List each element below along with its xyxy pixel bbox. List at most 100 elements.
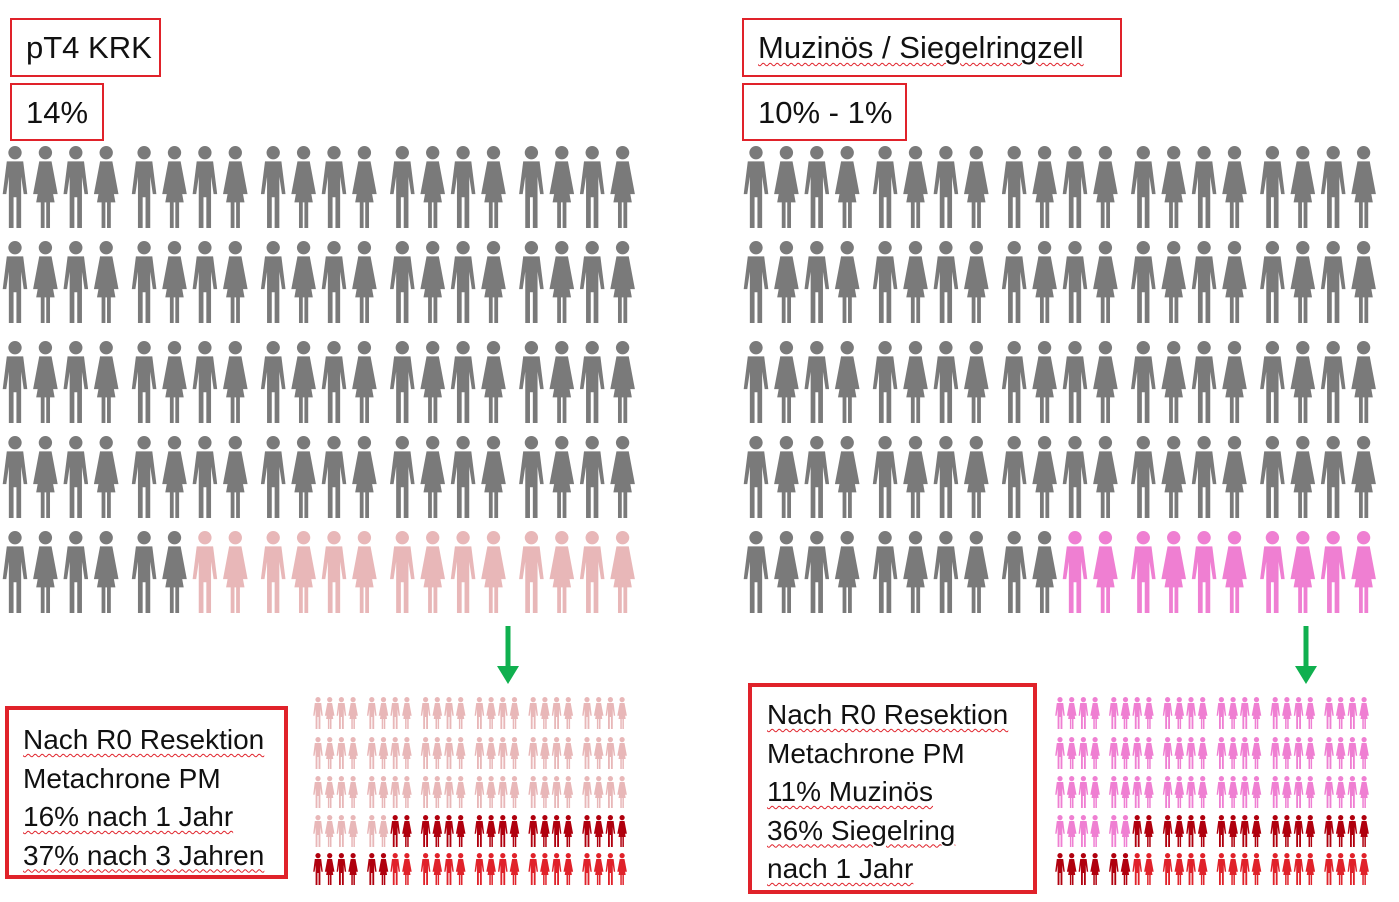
person-icon bbox=[321, 341, 347, 423]
person-icon bbox=[390, 436, 415, 518]
person-icon bbox=[1222, 531, 1247, 613]
left-percent-box: 14% bbox=[10, 83, 104, 141]
person-icon bbox=[131, 146, 157, 228]
person-icon bbox=[549, 241, 575, 323]
person-icon bbox=[1216, 815, 1227, 847]
person-icon bbox=[367, 697, 377, 729]
person-icon bbox=[1359, 853, 1369, 885]
person-icon bbox=[610, 146, 635, 228]
person-icon bbox=[540, 697, 550, 729]
person-icon bbox=[1055, 776, 1065, 808]
person-icon bbox=[420, 436, 445, 518]
person-icon bbox=[291, 341, 316, 423]
person-icon bbox=[1347, 737, 1358, 769]
person-icon bbox=[352, 531, 377, 613]
right-percent: 10% - 1% bbox=[758, 95, 893, 130]
person-icon bbox=[1109, 853, 1119, 885]
right-title-box: Muzinös / Siegelringzell bbox=[742, 18, 1122, 77]
person-icon bbox=[93, 436, 119, 518]
person-icon bbox=[321, 241, 347, 323]
person-icon bbox=[33, 341, 58, 423]
person-icon bbox=[1062, 531, 1088, 613]
person-icon bbox=[509, 853, 520, 885]
person-icon bbox=[1078, 697, 1089, 729]
person-icon bbox=[1351, 241, 1376, 323]
person-icon bbox=[390, 776, 400, 808]
person-icon bbox=[1320, 146, 1346, 228]
person-icon bbox=[486, 776, 496, 808]
person-icon bbox=[450, 531, 476, 613]
person-icon bbox=[420, 697, 431, 729]
person-icon bbox=[474, 853, 485, 885]
person-icon bbox=[1090, 853, 1100, 885]
person-icon bbox=[1144, 697, 1154, 729]
person-icon bbox=[291, 241, 316, 323]
person-icon bbox=[223, 146, 248, 228]
person-icon bbox=[1120, 853, 1131, 885]
person-icon bbox=[1305, 737, 1316, 769]
person-icon bbox=[743, 146, 769, 228]
person-icon bbox=[1216, 776, 1227, 808]
person-icon bbox=[1161, 146, 1186, 228]
person-icon bbox=[903, 341, 928, 423]
person-icon bbox=[1359, 697, 1369, 729]
person-icon bbox=[367, 737, 377, 769]
person-icon bbox=[1260, 436, 1285, 518]
person-icon bbox=[834, 436, 860, 518]
person-icon bbox=[1305, 815, 1316, 847]
person-icon bbox=[1347, 776, 1358, 808]
person-icon bbox=[498, 776, 508, 808]
person-icon bbox=[63, 146, 89, 228]
person-icon bbox=[1324, 737, 1334, 769]
person-icon bbox=[1132, 815, 1142, 847]
person-icon bbox=[1222, 436, 1247, 518]
person-icon bbox=[528, 853, 538, 885]
person-icon bbox=[1186, 697, 1196, 729]
person-icon bbox=[1335, 815, 1346, 847]
person-icon bbox=[1120, 737, 1131, 769]
person-icon bbox=[33, 436, 58, 518]
person-icon bbox=[519, 146, 544, 228]
person-icon bbox=[1066, 815, 1077, 847]
person-icon bbox=[63, 436, 89, 518]
person-icon bbox=[1109, 815, 1119, 847]
person-icon bbox=[872, 341, 898, 423]
person-icon bbox=[1066, 853, 1077, 885]
person-icon bbox=[964, 241, 989, 323]
person-icon bbox=[1032, 241, 1057, 323]
person-icon bbox=[474, 776, 485, 808]
person-icon bbox=[605, 737, 616, 769]
person-icon bbox=[582, 776, 592, 808]
person-icon bbox=[1078, 776, 1089, 808]
person-icon bbox=[1359, 815, 1369, 847]
person-icon bbox=[1120, 697, 1131, 729]
person-icon bbox=[549, 146, 575, 228]
person-icon bbox=[1347, 815, 1358, 847]
person-icon bbox=[743, 341, 769, 423]
person-icon bbox=[1293, 853, 1304, 885]
person-icon bbox=[1270, 697, 1280, 729]
person-icon bbox=[474, 815, 485, 847]
person-icon bbox=[324, 697, 335, 729]
person-icon bbox=[1090, 815, 1100, 847]
person-icon bbox=[1197, 853, 1208, 885]
person-icon bbox=[131, 531, 157, 613]
person-icon bbox=[498, 853, 508, 885]
person-icon bbox=[519, 436, 544, 518]
person-icon bbox=[1186, 737, 1196, 769]
person-icon bbox=[486, 737, 496, 769]
person-icon bbox=[1062, 341, 1088, 423]
person-icon bbox=[455, 776, 466, 808]
person-icon bbox=[223, 436, 248, 518]
person-icon bbox=[1078, 853, 1089, 885]
person-icon bbox=[1144, 737, 1154, 769]
person-icon bbox=[1351, 436, 1376, 518]
person-icon bbox=[420, 815, 431, 847]
person-icon bbox=[549, 531, 575, 613]
person-icon bbox=[420, 341, 445, 423]
person-icon bbox=[743, 531, 769, 613]
person-icon bbox=[1228, 853, 1238, 885]
person-icon bbox=[63, 531, 89, 613]
person-icon bbox=[1222, 241, 1247, 323]
